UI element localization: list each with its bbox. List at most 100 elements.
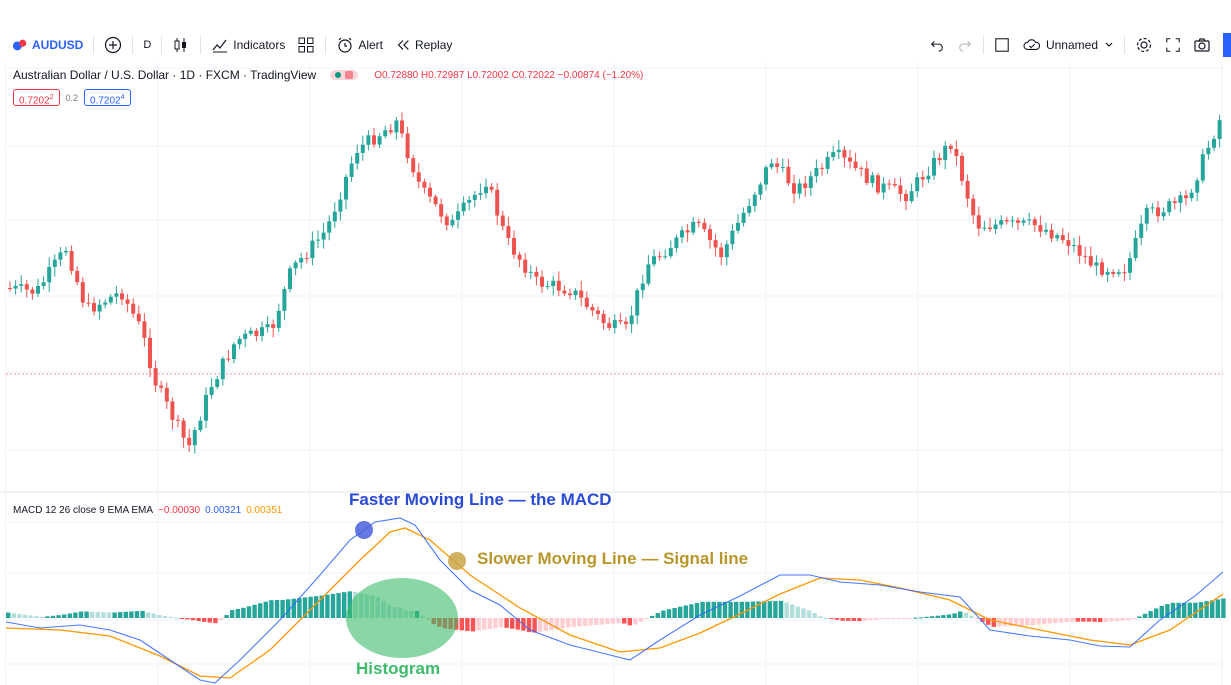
candle <box>932 150 936 181</box>
candle <box>517 251 522 268</box>
candle <box>170 397 175 430</box>
candle <box>1128 251 1132 281</box>
candle <box>349 156 354 183</box>
candle <box>422 178 427 194</box>
candle <box>1016 217 1020 231</box>
histogram-bar <box>801 608 806 618</box>
macd-legend[interactable]: MACD 12 26 close 9 EMA EMA −0.00030 0.00… <box>13 505 282 516</box>
histogram-bar <box>683 605 688 618</box>
histogram-bar <box>1148 611 1153 618</box>
indicators-button[interactable]: Indicators <box>205 31 291 59</box>
histogram-bar <box>650 615 655 618</box>
histogram-bar <box>1126 618 1131 621</box>
settings-button[interactable] <box>1129 31 1159 59</box>
histogram-bar <box>890 618 896 619</box>
candle <box>1049 223 1054 243</box>
divider <box>325 36 327 54</box>
histogram-bar <box>17 614 22 618</box>
candle <box>377 132 382 149</box>
candle <box>775 157 780 174</box>
candle <box>876 173 880 195</box>
redo-button[interactable] <box>951 31 979 59</box>
candle <box>702 218 707 232</box>
candle <box>243 329 248 348</box>
candle <box>472 190 477 207</box>
candle <box>372 128 376 148</box>
candle <box>332 202 337 228</box>
interval-button[interactable]: D <box>143 39 152 51</box>
candle <box>607 317 612 331</box>
histogram-bar <box>482 618 487 630</box>
candle <box>612 314 617 334</box>
candle <box>338 192 343 221</box>
histogram-bar <box>980 618 985 622</box>
compare-button[interactable] <box>98 31 128 59</box>
replay-button[interactable]: Replay <box>389 31 458 59</box>
histogram-bar <box>913 617 918 619</box>
templates-button[interactable] <box>291 31 321 59</box>
histogram-bar <box>258 603 263 618</box>
candle <box>864 161 869 186</box>
histogram-bar <box>498 618 504 628</box>
chart-type-button[interactable] <box>166 31 196 59</box>
candle <box>489 183 494 193</box>
histogram-bar <box>857 618 862 622</box>
market-status[interactable] <box>330 70 359 80</box>
candle <box>881 177 886 200</box>
candle <box>310 231 315 266</box>
macd-line-value: 0.00321 <box>205 505 242 516</box>
histogram-bar <box>963 612 968 618</box>
top-toolbar: AUDUSD D Indicators <box>0 28 1231 62</box>
candle <box>265 316 270 333</box>
histogram-bar <box>767 601 772 618</box>
histogram-bar <box>67 613 72 618</box>
histogram-bar <box>1036 618 1041 625</box>
histogram-bar <box>196 618 201 622</box>
grid-icon <box>298 37 314 53</box>
candle <box>248 327 253 336</box>
histogram-bar <box>1114 618 1120 622</box>
histogram-bar <box>577 618 582 627</box>
candle <box>204 387 208 429</box>
undo-button[interactable] <box>923 31 951 59</box>
histogram-bar <box>795 606 800 618</box>
candle <box>540 270 544 293</box>
alert-button[interactable]: Alert <box>330 31 389 59</box>
histogram-bar <box>185 618 190 620</box>
candle <box>1156 200 1160 223</box>
candle <box>999 215 1004 229</box>
legend-title[interactable]: Australian Dollar / U.S. Dollar · 1D · F… <box>13 68 317 82</box>
snapshot-button[interactable] <box>1187 31 1217 59</box>
histogram-bar <box>241 607 246 618</box>
symbol-search[interactable]: AUDUSD <box>0 31 89 59</box>
alarm-clock-icon <box>338 37 352 53</box>
candle <box>220 356 225 386</box>
publish-button[interactable] <box>1223 33 1231 57</box>
candle <box>500 210 505 231</box>
sell-price-button[interactable]: 0.72022 <box>13 89 60 106</box>
candle <box>153 360 158 392</box>
fullscreen-button[interactable] <box>1159 31 1187 59</box>
fullscreen-layout-button[interactable] <box>988 31 1016 59</box>
chart-grid <box>5 62 1223 685</box>
histogram-bar <box>661 610 666 618</box>
candle <box>915 172 920 198</box>
candle <box>1083 246 1088 264</box>
histogram-bar <box>711 601 716 618</box>
histogram-bar <box>812 613 817 618</box>
histogram-bar <box>1019 618 1024 626</box>
histogram-bar <box>862 618 868 621</box>
histogram-bar <box>1070 618 1075 622</box>
histogram-bar <box>123 611 128 618</box>
histogram-bar <box>588 618 593 626</box>
candle <box>646 255 651 286</box>
candle <box>971 194 976 224</box>
histogram-bar <box>918 617 924 619</box>
histogram-bar <box>610 618 616 624</box>
candle <box>1200 148 1205 184</box>
save-layout-button[interactable]: Unnamed <box>1016 31 1120 59</box>
buy-price-button[interactable]: 0.72024 <box>84 89 131 106</box>
candle <box>232 341 236 364</box>
histogram-bar <box>78 611 84 618</box>
